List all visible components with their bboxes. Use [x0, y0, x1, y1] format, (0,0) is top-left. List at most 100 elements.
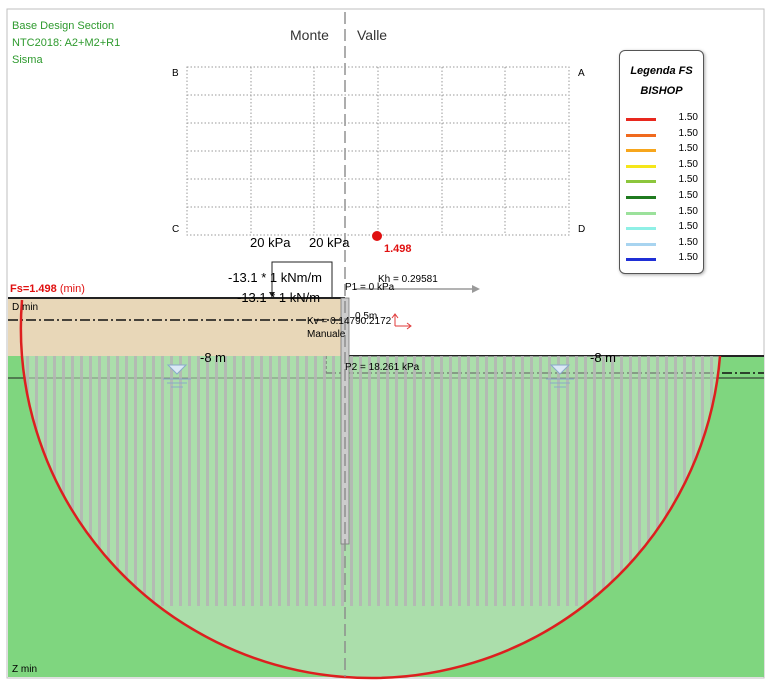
slice-stripe [683, 300, 686, 606]
legend-row: 1.50 [626, 159, 700, 172]
slice-stripe [440, 300, 443, 606]
slice-stripe [521, 300, 524, 606]
legend-row: 1.50 [626, 127, 700, 141]
legend-title: Legenda FS [630, 65, 693, 77]
kh-label: Kh = 0.29581 [378, 274, 438, 285]
slice-stripe [413, 300, 416, 606]
moment-label-1: -13.1 * 1 kNm/m [228, 270, 322, 285]
slice-stripe [647, 300, 650, 606]
slice-stripe [296, 300, 299, 606]
legend-row: 1.50 [626, 190, 700, 203]
slice-stripe [269, 300, 272, 606]
slice-stripe [170, 300, 173, 606]
legend-value: 1.50 [678, 112, 698, 123]
legend-swatch [626, 227, 656, 231]
fs-legend: Legenda FS BISHOP 1.50 1.50 1.50 1.50 1.50 1.… [619, 50, 704, 274]
slice-stripe [485, 300, 488, 606]
slice-stripe [368, 300, 371, 606]
grid-corner-c: C [172, 224, 180, 235]
legend-row: 1.50 [626, 174, 700, 187]
grid-corner-a: A [578, 68, 585, 79]
slice-stripe [539, 300, 542, 606]
kv-label: Kv = 0.14790.2172 [307, 316, 392, 327]
legend-swatch [626, 258, 656, 262]
slice-stripe [224, 300, 227, 606]
slice-stripe [53, 300, 56, 606]
fs-value: Fs=1.498 [10, 283, 57, 295]
legend-row: 1.50 [626, 143, 700, 156]
water-symbol-right [546, 364, 574, 388]
legend-swatch [626, 180, 656, 184]
manuale-label: Manuale [307, 329, 346, 340]
valle-label: Valle [357, 27, 388, 43]
slice-stripe [260, 300, 263, 606]
slice-stripe [44, 300, 47, 606]
slice-stripe [278, 300, 281, 606]
moment-label-2: -13.1 * 1 kN/m [237, 290, 321, 305]
slice-stripe [161, 300, 164, 606]
slice-stripe [620, 300, 623, 606]
legend-method: BISHOP [640, 85, 683, 97]
depth-left-label: -8 m [200, 350, 226, 365]
legend-value: 1.50 [678, 221, 698, 233]
water-symbol-left [163, 364, 191, 388]
depth-right-label: -8 m [590, 350, 616, 365]
slice-stripe [584, 300, 587, 606]
slice-stripe [359, 300, 362, 606]
legend-swatch [626, 118, 656, 121]
legend-swatch [626, 196, 656, 199]
surcharge-right-label: 20 kPa [309, 235, 350, 250]
legend-value: 1.50 [678, 205, 698, 217]
legend-value: 1.50 [678, 127, 698, 139]
slice-stripe [422, 300, 425, 606]
slice-stripe [530, 300, 533, 606]
slice-stripe [467, 300, 470, 606]
z-min-label: Z min [12, 664, 37, 675]
legend-row: 1.50 [626, 221, 700, 234]
legend-row: 1.50 [626, 237, 700, 250]
slice-stripe [188, 300, 191, 606]
legend-row: 1.50 [626, 112, 700, 125]
slice-stripe [332, 300, 335, 606]
slice-stripe [656, 300, 659, 606]
slice-stripe [494, 300, 497, 606]
min-center-point[interactable] [372, 231, 382, 241]
slice-stripe [377, 300, 380, 606]
slice-stripe [242, 300, 245, 606]
slice-stripe [566, 300, 569, 606]
slice-stripe [107, 300, 110, 606]
section-title: Base Design Section [12, 20, 115, 32]
slice-stripe [125, 300, 128, 606]
slice-stripe [503, 300, 506, 606]
slip-circle [19, 299, 722, 680]
legend-value: 1.50 [678, 190, 698, 201]
legend-swatch [626, 164, 656, 168]
legend-swatch [626, 211, 656, 215]
legend-value: 1.50 [678, 143, 698, 155]
slice-stripe [62, 300, 65, 606]
slice-stripe [512, 300, 515, 606]
soil-upper-monte [8, 298, 345, 356]
dist-label: 0.5m [355, 311, 378, 322]
slice-stripe [80, 300, 83, 606]
slice-stripe [287, 300, 290, 606]
slice-stripe [233, 300, 236, 606]
slice-stripe [548, 300, 551, 606]
slice-stripe [314, 300, 317, 606]
slice-stripe [89, 300, 92, 606]
slice-stripe [449, 300, 452, 606]
condition-label: Sisma [12, 54, 43, 66]
d-min-label: D min [12, 302, 39, 313]
legend-row: 1.50 [626, 252, 700, 265]
slice-stripe [215, 300, 218, 606]
monte-label: Monte [290, 27, 329, 43]
norm-label: NTC2018: A2+M2+R1 [12, 37, 121, 49]
min-point-value: 1.498 [384, 243, 412, 255]
slice-stripe [395, 300, 398, 606]
slice-stripe [611, 300, 614, 606]
slice-stripe [404, 300, 407, 606]
slice-stripe [134, 300, 137, 606]
slice-stripe [152, 300, 155, 606]
legend-swatch [626, 242, 656, 246]
